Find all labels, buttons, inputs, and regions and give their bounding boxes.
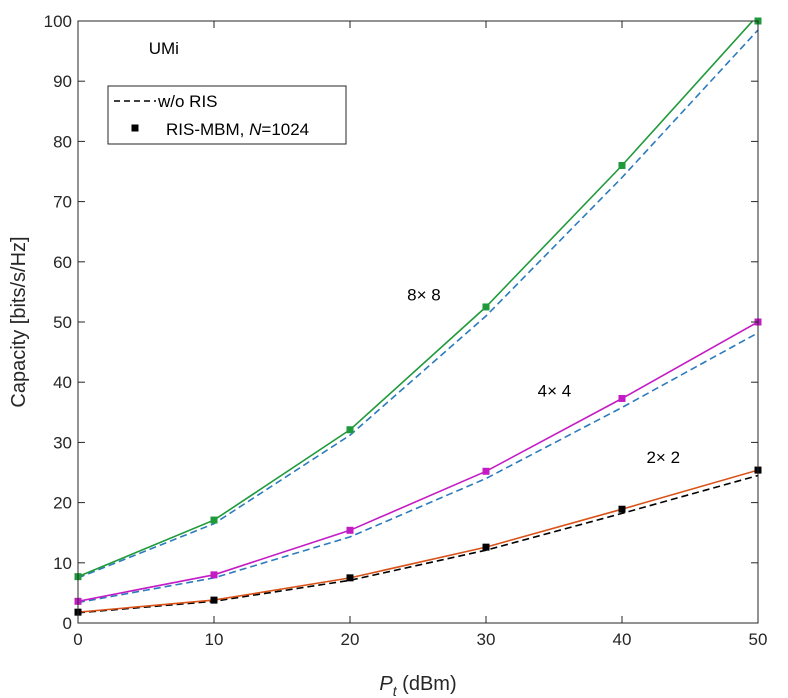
- series-line-8x8-ris-mbm: [78, 21, 754, 578]
- y-tick-label: 20: [53, 494, 72, 513]
- annotation-umi: UMi: [149, 39, 179, 58]
- x-axis-unit: (dBm): [397, 673, 457, 695]
- series-line-2x2-ris-mbm: [78, 469, 758, 613]
- y-tick-label: 70: [53, 193, 72, 212]
- legend-label-wo-ris: w/o RIS: [157, 92, 218, 111]
- annotation-2-2: 2× 2: [646, 448, 680, 467]
- y-tick-label: 30: [53, 433, 72, 452]
- y-axis-title: Capacity [bits/s/Hz]: [8, 236, 30, 407]
- series-line-4x4-w-o-ris: [78, 332, 758, 604]
- annotation-8-8: 8× 8: [407, 285, 441, 304]
- data-marker-4x4-ris-mbm: [618, 394, 626, 402]
- data-marker-8x8-ris-mbm: [346, 426, 354, 434]
- x-axis-title: Pt (dBm): [379, 673, 456, 698]
- series-line-2x2-w-o-ris: [78, 474, 758, 614]
- annotation-4-4: 4× 4: [538, 382, 572, 401]
- legend-label-ris-mbm-n: N: [249, 120, 262, 139]
- legend-label-ris-mbm-suffix: =1024: [261, 120, 309, 139]
- x-axis-symbol: P: [379, 673, 393, 695]
- legend-square-marker-sample: [131, 124, 139, 132]
- x-tick-label: 20: [341, 630, 360, 649]
- data-marker-2x2-ris-mbm: [210, 596, 218, 604]
- y-tick-label: 80: [53, 132, 72, 151]
- x-tick-label: 50: [749, 630, 768, 649]
- data-marker-8x8-ris-mbm: [210, 516, 218, 524]
- legend-label-ris-mbm-prefix: RIS-MBM,: [166, 120, 249, 139]
- y-tick-label: 50: [53, 313, 72, 332]
- y-tick-label: 0: [63, 614, 72, 633]
- data-marker-4x4-ris-mbm: [210, 571, 218, 579]
- y-tick-label: 40: [53, 373, 72, 392]
- data-marker-2x2-ris-mbm: [618, 505, 626, 513]
- y-tick-label: 90: [53, 72, 72, 91]
- tick-layer: 0 10 20 30 40 50 0 10 20 30 40 50 60 70 80 90 100: [44, 12, 768, 649]
- series-line-4x4-ris-mbm: [78, 321, 758, 603]
- data-marker-2x2-ris-mbm: [482, 543, 490, 551]
- legend: w/o RIS RIS-MBM, N=1024: [107, 85, 347, 145]
- annotation-layer: UMi 8× 8 4× 4 2× 2: [149, 39, 680, 467]
- series-line-8x8-w-o-ris: [78, 29, 758, 579]
- x-axis-subscript: t: [393, 683, 398, 698]
- data-marker-2x2-ris-mbm: [346, 574, 354, 582]
- data-marker-8x8-ris-mbm: [482, 303, 490, 311]
- y-tick-label: 10: [53, 554, 72, 573]
- x-tick-label: 30: [477, 630, 496, 649]
- data-marker-4x4-ris-mbm: [346, 526, 354, 534]
- y-tick-label: 60: [53, 253, 72, 272]
- x-tick-label: 40: [613, 630, 632, 649]
- legend-label-ris-mbm: RIS-MBM, N=1024: [166, 120, 309, 139]
- x-tick-label: 10: [205, 630, 224, 649]
- x-tick-label: 0: [73, 630, 82, 649]
- legend-box: [107, 85, 347, 145]
- data-marker-4x4-ris-mbm: [482, 467, 490, 475]
- data-marker-8x8-ris-mbm: [618, 161, 626, 169]
- y-tick-label: 100: [44, 12, 72, 31]
